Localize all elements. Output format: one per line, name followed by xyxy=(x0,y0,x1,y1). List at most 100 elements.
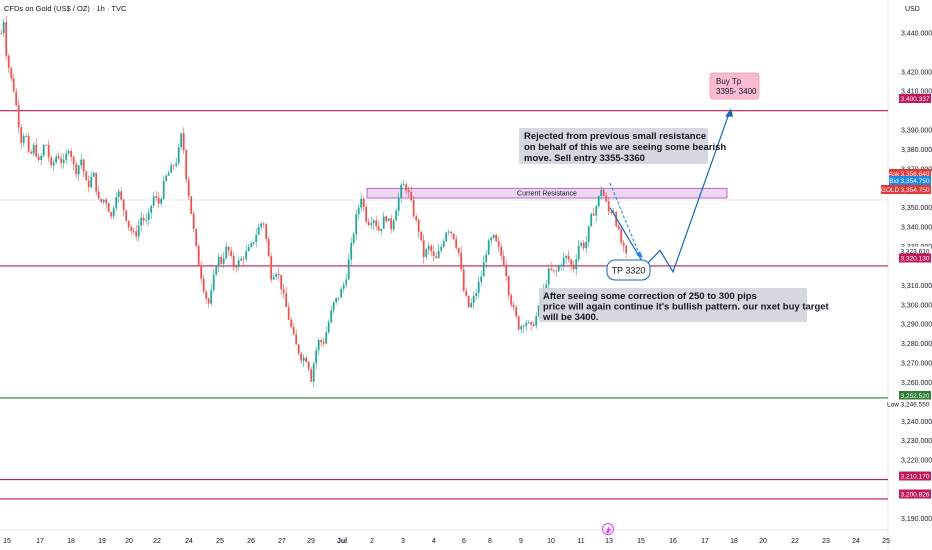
candle-body xyxy=(427,245,430,250)
x-tick-label: 24 xyxy=(185,538,193,545)
candle-body xyxy=(230,250,233,256)
y-tick-label: 3,290.000 xyxy=(901,322,932,329)
candle-body xyxy=(465,290,468,296)
annotation-buy-tp-box[interactable] xyxy=(709,72,760,100)
candle-body xyxy=(80,159,83,166)
y-tick-label: 3,310.000 xyxy=(901,283,932,290)
candle-body xyxy=(245,251,248,260)
candle-body xyxy=(410,192,413,201)
candle-body xyxy=(560,264,563,267)
annotation-rejected-line-2: on behalf of this we are seeing some bea… xyxy=(524,142,726,153)
candle-body xyxy=(442,241,445,247)
candle-body xyxy=(107,203,110,213)
candle-body xyxy=(22,136,25,143)
candle-body xyxy=(317,340,320,351)
badge-price_3323 xyxy=(899,246,931,256)
candle-body xyxy=(12,78,15,92)
badge-bid-text: 3,354.750 xyxy=(901,178,930,185)
candle-body xyxy=(430,245,433,252)
candle-body xyxy=(390,218,393,230)
badge-level_3400-text: 3,400.337 xyxy=(901,96,930,103)
candle-body xyxy=(87,180,90,188)
x-tick-label: 16 xyxy=(669,538,677,545)
y-tick-label: 3,390.000 xyxy=(901,128,932,135)
annotation-tp[interactable]: TP 3320 xyxy=(606,259,651,281)
candle-body xyxy=(255,234,258,243)
candle-body xyxy=(377,226,380,231)
badge-level_3320 xyxy=(899,253,931,263)
badge-low-tag xyxy=(887,399,899,409)
candle-body xyxy=(152,196,155,206)
annotation-buy-tp-line-1: Buy Tp xyxy=(716,77,742,86)
candle-body xyxy=(585,241,588,249)
candle-body xyxy=(147,212,150,221)
price-scale[interactable] xyxy=(888,0,932,550)
x-tick-label: 10 xyxy=(547,538,555,545)
candle-body xyxy=(487,240,490,255)
annotation-after-box[interactable] xyxy=(539,288,807,322)
candle-body xyxy=(445,232,448,242)
candle-body xyxy=(267,239,270,257)
candle-body xyxy=(400,184,403,198)
badge-low-text: 3,246.550 xyxy=(901,401,930,408)
annotation-buy-tp[interactable]: Buy Tp 3395- 3400 xyxy=(709,72,760,100)
candle-body xyxy=(412,200,415,217)
annotation-tp-box[interactable] xyxy=(606,259,651,281)
annotation-rejected-box[interactable] xyxy=(519,128,708,164)
candle-body xyxy=(162,181,165,199)
candle-body xyxy=(175,162,178,166)
candle-body xyxy=(527,321,530,323)
y-tick-label: 3,440.000 xyxy=(901,31,932,38)
badge-low-label: Low xyxy=(887,401,899,408)
candle-body xyxy=(417,219,420,232)
badge-gold-text: 3,354.750 xyxy=(901,187,930,194)
x-tick-label: 18 xyxy=(67,538,75,545)
candle-body xyxy=(257,227,260,235)
candle-body xyxy=(302,357,305,361)
candle-body xyxy=(295,334,298,345)
resistance-zone-rect[interactable] xyxy=(366,187,728,199)
candle-body xyxy=(322,341,325,344)
candle-body xyxy=(392,220,395,230)
candle-body xyxy=(500,246,503,256)
x-tick-label: 23 xyxy=(822,538,830,545)
candle-body xyxy=(127,220,130,228)
candle-body xyxy=(197,245,200,266)
projection-line xyxy=(609,110,731,274)
candle-body xyxy=(517,316,520,330)
candle-body xyxy=(367,221,370,225)
candle-body xyxy=(600,189,603,197)
x-tick-label: 4 xyxy=(432,538,436,545)
candle-body xyxy=(17,105,20,128)
candle-body xyxy=(375,220,378,227)
candle-body xyxy=(305,357,308,363)
candle-body xyxy=(170,165,173,173)
candle-body xyxy=(512,304,515,308)
candle-body xyxy=(522,326,525,327)
annotation-after-line-3: will be 3400. xyxy=(542,312,598,323)
candle-body xyxy=(397,197,400,211)
candle-body xyxy=(115,196,118,209)
annotation-rejected[interactable]: Rejected from previous small resistance … xyxy=(519,128,726,164)
candle-body xyxy=(467,295,470,308)
candle-body xyxy=(205,291,208,299)
candle-body xyxy=(165,175,168,182)
candle-body xyxy=(567,255,570,260)
x-tick-label: 19 xyxy=(98,538,106,545)
candle-body xyxy=(125,210,128,221)
candle-body xyxy=(475,292,478,297)
candle-body xyxy=(590,213,593,227)
candle-body xyxy=(130,227,133,231)
x-axis-ticks: 15 17 18 19 20 22 24 25 26 27 29 Jul 2 3 4 6 8 9 10 11 13 15 1… xyxy=(3,538,890,545)
candle-body xyxy=(2,22,5,34)
badge-low xyxy=(899,399,931,409)
candle-body xyxy=(562,258,565,265)
resistance-zone[interactable]: Current Resistance xyxy=(366,187,728,199)
candle-body xyxy=(150,205,153,213)
annotation-after[interactable]: After seeing some correction of 250 to 3… xyxy=(539,288,830,323)
candle-body xyxy=(92,172,95,177)
candle-body xyxy=(387,218,390,222)
candle-body xyxy=(555,270,558,272)
candle-body xyxy=(187,179,190,197)
